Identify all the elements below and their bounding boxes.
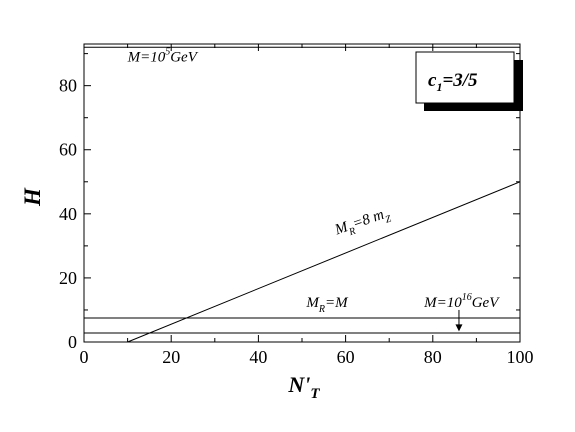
legend-frame — [415, 51, 515, 104]
arrow-head — [455, 324, 463, 332]
y-tick-label: 40 — [59, 204, 77, 224]
x-tick-label: 0 — [80, 347, 89, 367]
y-tick-label: 20 — [59, 268, 77, 288]
x-tick-label: 20 — [162, 347, 180, 367]
y-tick-label: 60 — [59, 140, 77, 160]
y-tick-label: 80 — [59, 76, 77, 96]
legend-text: c1=3/5 — [428, 70, 478, 94]
y-axis-label: H — [20, 187, 45, 207]
x-axis-label: N'T — [287, 372, 320, 402]
y-tick-label: 0 — [68, 332, 77, 352]
annotation-mr-m: MR=M — [305, 295, 349, 315]
series-lines — [84, 46, 521, 343]
x-tick-label: 100 — [507, 347, 534, 367]
x-tick-label: 40 — [249, 347, 267, 367]
x-tick-label: 80 — [424, 347, 442, 367]
arrow-marker — [455, 309, 463, 332]
annotation-m-10-5-gev: M=105GeV — [127, 47, 199, 66]
series-line-1 — [127, 181, 521, 343]
x-tick-label: 60 — [337, 347, 355, 367]
y-axis-ticks: 0 20 40 60 80 — [59, 53, 520, 352]
annotation-m-10-16-gev: M=1016GeV — [423, 292, 500, 311]
legend-box: c1=3/5 — [415, 51, 523, 111]
